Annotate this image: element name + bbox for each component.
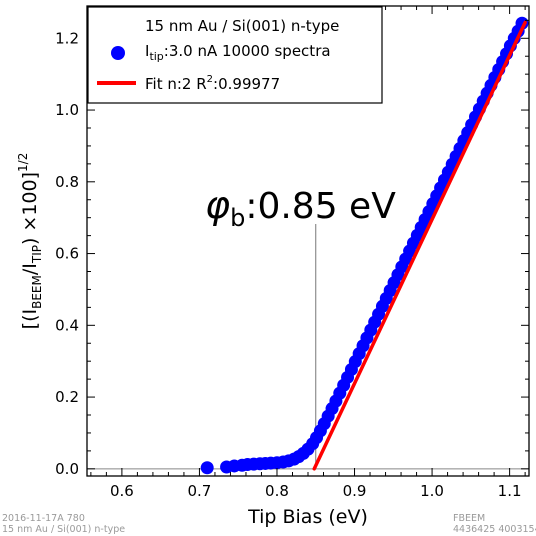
legend-series-sub: tip bbox=[149, 50, 163, 63]
legend-fit-label: Fit n:2 R2:0.99977 bbox=[145, 74, 280, 93]
y-tick-label: 0.0 bbox=[55, 460, 79, 478]
y-title-sub1: BEEM bbox=[30, 275, 44, 309]
phi-symbol: φ bbox=[205, 183, 230, 227]
footer-right-line2: 4436425 4003154 bbox=[453, 524, 536, 535]
phi-subscript: b bbox=[230, 204, 245, 232]
y-tick-label: 1.2 bbox=[55, 29, 79, 47]
legend-fit-rest: :0.99977 bbox=[213, 75, 280, 93]
x-axis-title: Tip Bias (eV) bbox=[247, 506, 368, 528]
barrier-value: :0.85 eV bbox=[245, 186, 396, 227]
legend-series-label: Itip:3.0 nA 10000 spectra bbox=[145, 42, 331, 63]
legend: 15 nm Au / Si(001) n-type Itip:3.0 nA 10… bbox=[87, 6, 383, 104]
legend-box bbox=[87, 6, 383, 104]
legend-series-main: I bbox=[145, 42, 149, 60]
x-tick-label: 0.8 bbox=[265, 482, 289, 500]
legend-series-rest: :3.0 nA 10000 spectra bbox=[164, 42, 331, 60]
x-tick-label: 1.1 bbox=[498, 482, 522, 500]
y-title-close: ) ×100] bbox=[19, 172, 41, 245]
y-axis-title: [(IBEEM/ITIP) ×100]1/2 bbox=[16, 153, 44, 330]
y-tick-label: 0.6 bbox=[55, 245, 79, 263]
legend-title: 15 nm Au / Si(001) n-type bbox=[145, 17, 339, 35]
y-tick-label: 0.4 bbox=[55, 316, 79, 334]
y-title-open: [(I bbox=[19, 309, 41, 329]
footer-left: 2016-11-17A 780 15 nm Au / Si(001) n-typ… bbox=[2, 513, 125, 535]
y-tick-label: 0.2 bbox=[55, 388, 79, 406]
footer-right: FBEEM 4436425 4003154 bbox=[453, 513, 536, 535]
y-tick-label: 1.0 bbox=[55, 101, 79, 119]
legend-fit-main: Fit n:2 R bbox=[145, 75, 207, 93]
x-tick-label: 1.0 bbox=[420, 482, 444, 500]
x-tick-label: 0.9 bbox=[343, 482, 367, 500]
fit-line bbox=[312, 20, 527, 471]
y-title-slash: /I bbox=[19, 263, 41, 275]
footer-right-line1: FBEEM bbox=[453, 513, 486, 524]
x-tick-label: 0.7 bbox=[188, 482, 212, 500]
barrier-annotation: φb:0.85 eV bbox=[205, 183, 396, 232]
y-title-sup: 1/2 bbox=[16, 153, 30, 172]
legend-point-marker bbox=[111, 46, 125, 60]
y-title-sub2: TIP bbox=[30, 245, 44, 264]
y-tick-label: 0.8 bbox=[55, 173, 79, 191]
data-point bbox=[200, 461, 214, 475]
legend-fit-sup: 2 bbox=[207, 74, 213, 85]
footer-left-line1: 2016-11-17A 780 bbox=[2, 513, 85, 524]
x-tick-label: 0.6 bbox=[110, 482, 134, 500]
footer-left-line2: 15 nm Au / Si(001) n-type bbox=[2, 524, 126, 535]
